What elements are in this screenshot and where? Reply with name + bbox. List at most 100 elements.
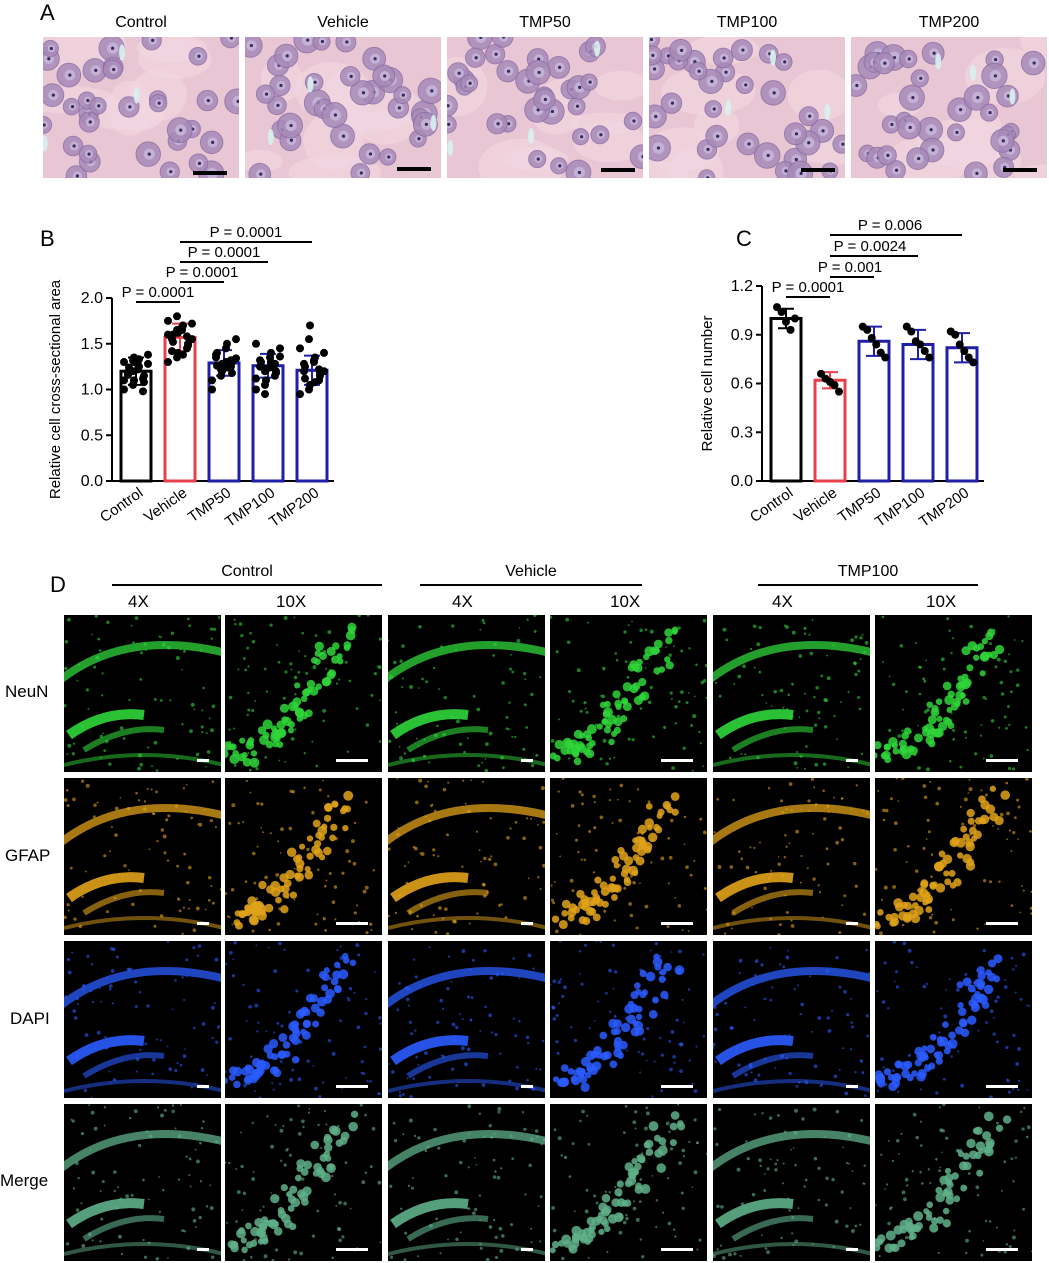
data-point — [867, 334, 876, 342]
group-title-vehicle: Vehicle — [505, 563, 557, 580]
scale-bar — [846, 759, 858, 762]
data-point — [301, 374, 309, 383]
group-line-tmp100 — [758, 584, 978, 586]
scale-bar — [193, 171, 227, 175]
he-label-tmp100: TMP100 — [716, 14, 778, 31]
data-point — [252, 385, 260, 394]
y-tick-label: 0.6 — [731, 376, 753, 393]
data-point — [786, 325, 795, 334]
data-point — [272, 369, 280, 378]
data-point — [320, 348, 328, 357]
data-point — [188, 319, 196, 328]
scale-bar — [521, 759, 533, 762]
group-title-tmp100: TMP100 — [837, 563, 899, 580]
data-point — [232, 354, 240, 363]
data-point — [830, 381, 839, 390]
mag-label-10x: 10X — [276, 592, 307, 611]
data-point — [267, 348, 275, 357]
data-point — [276, 344, 284, 353]
data-point — [791, 314, 799, 323]
chart-b: 0.0 0.5 1.0 1.5 2.0 Relative cell cross-secti… — [40, 210, 360, 535]
data-point — [164, 358, 172, 367]
y-tick-label: 1.0 — [81, 382, 103, 399]
scale-bar — [521, 1248, 533, 1251]
x-tick-label: TMP200 — [266, 484, 322, 530]
scale-bar — [846, 1248, 858, 1251]
he-label-control: Control — [115, 14, 167, 31]
data-point — [320, 367, 328, 376]
y-tick-label: 0.5 — [81, 427, 103, 444]
data-point — [129, 367, 137, 376]
data-point — [223, 363, 231, 372]
micrograph-merge — [875, 1104, 1032, 1261]
chart-c: 0.0 0.3 0.6 0.9 1.2 Relative cell number Contr… — [690, 210, 1010, 535]
scale-bar — [986, 1248, 1018, 1251]
data-point — [223, 339, 231, 348]
row-label-neun: NeuN — [5, 682, 49, 701]
data-point — [881, 353, 890, 362]
p-value-label: P = 0.006 — [858, 217, 922, 234]
data-point — [261, 367, 269, 376]
data-point — [907, 327, 916, 336]
scale-bar — [601, 168, 635, 172]
he-image-control — [43, 37, 239, 178]
row-label-gfap: GFAP — [5, 846, 51, 865]
scale-bar — [197, 1248, 209, 1251]
data-point — [144, 359, 152, 368]
data-point — [835, 387, 843, 396]
group-line-vehicle — [420, 584, 642, 586]
data-point — [179, 350, 187, 359]
data-point — [140, 371, 148, 380]
scale-bar — [336, 759, 368, 762]
scale-bar — [521, 1085, 533, 1088]
scale-bar — [661, 1248, 693, 1251]
panel-c-letter: C — [736, 226, 752, 251]
data-point — [916, 340, 925, 349]
data-point — [173, 326, 181, 335]
data-point — [212, 350, 220, 359]
data-point — [257, 361, 265, 370]
mag-label-10x: 10X — [610, 592, 641, 611]
micrograph-neun — [875, 615, 1032, 772]
micrograph-gfap — [550, 778, 707, 935]
scale-bar — [661, 922, 693, 925]
p-value-label: P = 0.0001 — [122, 284, 195, 301]
micrograph-merge — [388, 1104, 545, 1261]
row-label-dapi: DAPI — [10, 1009, 50, 1028]
data-point — [120, 376, 128, 385]
x-tick-label: Control — [747, 484, 796, 526]
mag-label-4x: 4X — [128, 592, 149, 611]
data-point — [208, 376, 216, 385]
panel-a-letter: A — [40, 0, 55, 25]
micrograph-dapi — [64, 941, 221, 1098]
data-point — [130, 358, 138, 367]
scale-bar — [521, 922, 533, 925]
mag-label-4x: 4X — [772, 592, 793, 611]
data-point — [296, 344, 304, 353]
y-tick-label: 0.0 — [81, 473, 103, 490]
scale-bar — [986, 759, 1018, 762]
data-point — [252, 339, 260, 348]
scale-bar — [397, 167, 431, 171]
scale-bar — [986, 1085, 1018, 1088]
micrograph-dapi — [550, 941, 707, 1098]
data-point — [120, 385, 128, 394]
he-image-tmp100 — [649, 37, 845, 178]
data-point — [232, 335, 240, 344]
data-point — [863, 325, 872, 334]
data-point — [306, 321, 314, 330]
group-line-control — [112, 584, 382, 586]
p-value-label: P = 0.001 — [818, 259, 882, 276]
bar-tmp100 — [901, 343, 935, 483]
data-point — [920, 347, 929, 355]
data-point — [777, 308, 786, 316]
micrograph-gfap — [225, 778, 382, 935]
scale-bar — [197, 759, 209, 762]
he-image-tmp200 — [851, 37, 1047, 178]
data-point — [188, 335, 196, 344]
data-point — [168, 347, 176, 356]
data-point — [169, 337, 177, 346]
data-point — [310, 356, 318, 365]
x-tick-label: Control — [97, 484, 146, 526]
data-point — [300, 359, 308, 368]
